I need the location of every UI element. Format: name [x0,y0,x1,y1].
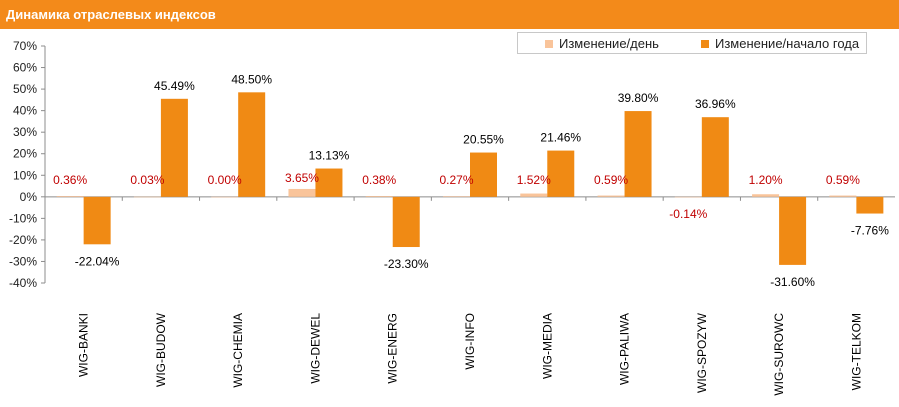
bar-ytd-wig-budow [160,98,188,197]
data-label-ytd: 20.55% [463,133,504,147]
data-label-ytd: 21.46% [540,131,581,145]
y-tick-label: 30% [13,125,37,139]
chart-legend: Изменение/день Изменение/начало года [517,32,867,54]
data-label-ytd: 36.96% [695,97,736,111]
bar-ytd-wig-energ [392,196,420,248]
data-label-daily: 0.59% [826,173,860,187]
bar-ytd-wig-info [470,152,497,197]
data-label-daily: 0.38% [362,173,396,187]
data-label-daily: 1.20% [749,173,783,187]
y-tick-label: -20% [9,233,37,247]
data-label-ytd: 45.49% [154,79,195,93]
data-label-ytd: 48.50% [231,72,272,86]
data-label-daily: 1.52% [517,173,551,187]
bar-ytd-wig-telkom [856,196,884,214]
bar-daily-wig-paliwa [597,195,625,197]
legend-item-daily: Изменение/день [545,36,659,51]
x-category-label: WIG-TELKOM [849,313,863,390]
bar-daily-wig-info [443,196,470,197]
bar-daily-wig-budow [133,196,161,198]
legend-label-ytd: Изменение/начало года [715,36,860,51]
legend-label-daily: Изменение/день [559,36,659,51]
x-category-label: WIG-SPOZYW [695,312,709,393]
y-tick-label: -10% [9,211,37,225]
bar-ytd-wig-spozyw [701,117,729,197]
bar-ytd-wig-chemia [238,92,266,197]
legend-swatch-ytd [701,39,709,48]
bar-ytd-wig-dewel [315,168,343,197]
data-label-daily: 0.59% [594,173,628,187]
y-tick-label: 50% [13,82,37,96]
chart-title-bar: Динамика отраслевых индексов [0,0,899,29]
bar-daily-wig-surowc [752,194,780,197]
bar-ytd-wig-paliwa [624,111,652,197]
data-label-daily: -0.14% [669,207,707,221]
data-label-daily: 0.00% [208,173,242,187]
bar-ytd-wig-surowc [779,196,807,265]
x-category-label: WIG-BANKI [77,313,91,377]
data-label-ytd: -7.76% [851,224,889,238]
bar-daily-wig-media [520,193,548,197]
x-category-label: WIG-CHEMIA [231,313,245,388]
bar-ytd-wig-media [547,150,575,197]
bar-daily-wig-energ [365,195,393,197]
x-category-label: WIG-ENERG [386,313,400,384]
legend-swatch-daily [545,39,553,48]
y-tick-label: 10% [13,168,37,182]
data-label-daily: 0.27% [439,173,473,187]
bar-daily-wig-dewel [288,188,316,197]
chart-title: Динамика отраслевых индексов [6,7,216,22]
y-tick-label: -30% [9,254,37,268]
x-category-label: WIG-INFO [463,313,477,370]
y-tick-label: 20% [13,147,37,161]
y-tick-label: 70% [13,39,37,53]
y-tick-label: -40% [9,276,37,290]
x-category-label: WIG-PALIWA [618,313,632,385]
bar-daily-wig-spozyw [674,196,702,198]
y-tick-label: 0% [20,190,38,204]
bar-ytd-wig-banki [83,196,111,245]
data-label-daily: 0.03% [130,173,164,187]
data-label-daily: 0.36% [53,173,87,187]
x-category-label: WIG-MEDIA [540,313,554,379]
x-category-label: WIG-DEWEL [308,313,322,384]
x-category-label: WIG-BUDOW [154,312,168,387]
y-tick-label: 60% [13,61,37,75]
bar-daily-wig-telkom [829,195,857,197]
data-label-ytd: 39.80% [618,91,659,105]
data-label-ytd: -31.60% [770,275,815,289]
data-label-ytd: -23.30% [384,257,429,271]
data-label-daily: 3.65% [285,171,319,185]
x-category-label: WIG-SUROWC [772,313,786,396]
data-label-ytd: 13.13% [309,149,350,163]
y-tick-label: 40% [13,104,37,118]
data-label-ytd: -22.04% [75,254,120,268]
bar-daily-wig-banki [56,196,84,197]
bar-daily-wig-chemia [211,196,239,198]
legend-item-ytd: Изменение/начало года [701,36,859,51]
